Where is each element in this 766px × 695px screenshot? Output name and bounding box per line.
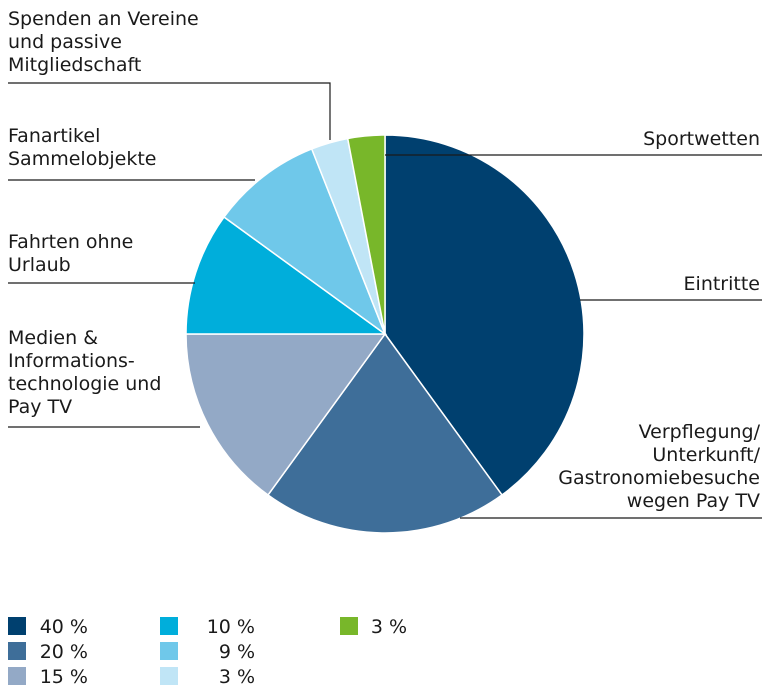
pie-slice <box>346 134 386 335</box>
legend-swatch <box>340 617 358 635</box>
label-line: Urlaub <box>8 254 71 276</box>
label-line: Medien & <box>8 327 98 349</box>
slice-label: Fanartikel Sammelobjekte <box>8 125 156 170</box>
label-line: Fanartikel <box>8 125 100 147</box>
label-line: Fahrten ohne <box>8 231 133 253</box>
legend-label: 20 % <box>40 641 88 663</box>
pie-slice <box>222 148 387 337</box>
legend-label: 3 % <box>219 666 255 688</box>
pie-slice <box>384 134 585 497</box>
slice-label: Medien & Informations-technologie und Pay … <box>8 327 161 418</box>
legend-label: 10 % <box>207 616 255 638</box>
slice-label: Sportwetten <box>643 128 760 150</box>
label-line: Informations- <box>8 350 135 372</box>
pie-slice <box>185 215 388 335</box>
legend-swatch <box>160 642 178 660</box>
label-line: technologie und <box>8 373 161 395</box>
label-line: Gastronomiebesuche <box>558 467 760 489</box>
slice-label: Verpflegung/Unterkunft/Gastronomiebesuch… <box>558 421 760 512</box>
legend-swatch <box>160 617 178 635</box>
pie-slice <box>185 333 387 497</box>
label-line: Eintritte <box>684 273 760 295</box>
pie-slice <box>266 332 504 534</box>
label-line: Unterkunft/ <box>652 444 760 466</box>
label-line: Verpflegung/ <box>639 421 761 443</box>
legend-swatch <box>160 667 178 685</box>
legend-swatch <box>8 667 26 685</box>
legend-label: 40 % <box>40 616 88 638</box>
slice-label: Fahrten ohne Urlaub <box>8 231 133 276</box>
label-line: Mitgliedschaft <box>8 54 141 76</box>
label-line: Sportwetten <box>643 128 760 150</box>
label-line: wegen Pay TV <box>627 490 760 512</box>
legend-label: 3 % <box>371 616 407 638</box>
slice-label: Spenden an Vereine und passive Mitgliedsch… <box>8 8 199 76</box>
slice-label: Eintritte <box>684 273 760 295</box>
legend-swatch <box>8 642 26 660</box>
label-line: und passive <box>8 31 122 53</box>
leader-line <box>8 82 331 140</box>
legend-label: 15 % <box>40 666 88 688</box>
label-line: Pay TV <box>8 396 72 418</box>
label-line: Spenden an Vereine <box>8 8 199 30</box>
legend-swatch <box>8 617 26 635</box>
label-line: Sammelobjekte <box>8 148 156 170</box>
legend-label: 9 % <box>219 641 255 663</box>
